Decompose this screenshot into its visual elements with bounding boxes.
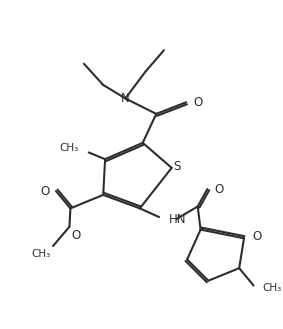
Text: CH₃: CH₃ bbox=[32, 249, 51, 259]
Text: O: O bbox=[40, 185, 49, 197]
Text: HN: HN bbox=[169, 214, 186, 226]
Text: CH₃: CH₃ bbox=[60, 143, 79, 153]
Text: O: O bbox=[193, 96, 202, 109]
Text: S: S bbox=[173, 161, 180, 173]
Text: O: O bbox=[71, 229, 81, 241]
Text: N: N bbox=[121, 92, 130, 105]
Text: CH₃: CH₃ bbox=[262, 283, 282, 293]
Text: O: O bbox=[253, 230, 262, 243]
Text: O: O bbox=[214, 183, 223, 196]
